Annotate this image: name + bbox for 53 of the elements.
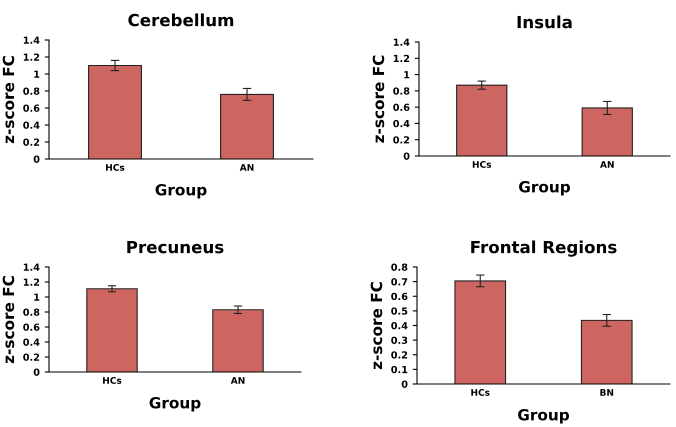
- y-tick-label: 1.2: [24, 53, 40, 61]
- x-tick-label: HCs: [103, 377, 122, 384]
- y-tick-label: 0.8: [23, 308, 40, 316]
- x-tick-label: BN: [600, 389, 614, 396]
- x-tick-label: AN: [240, 164, 254, 171]
- y-tick-label: 0.8: [391, 263, 408, 271]
- y-tick-label: 1.4: [394, 38, 410, 46]
- y-tick-label: 0.6: [393, 104, 410, 111]
- y-axis-title: z-score FC: [2, 56, 14, 144]
- x-tick-label: AN: [600, 161, 614, 168]
- y-tick-label: 0.2: [23, 138, 40, 146]
- y-tick-label: 0.2: [23, 353, 40, 361]
- y-tick-label: 0: [34, 155, 40, 163]
- x-axis-title: Group: [519, 180, 570, 196]
- y-tick-label: 0.2: [391, 351, 408, 359]
- y-tick-label: 0.7: [391, 278, 408, 286]
- chart-title: Cerebellum: [128, 13, 234, 26]
- y-tick-label: 1.4: [24, 264, 40, 271]
- y-axis-title: z-score FC: [372, 56, 384, 143]
- y-tick-label: 0.2: [393, 136, 410, 144]
- y-tick-label: 0: [404, 152, 410, 160]
- y-tick-label: 0.5: [391, 307, 408, 315]
- y-tick-label: 0.4: [391, 322, 408, 330]
- x-tick-label: AN: [230, 377, 244, 384]
- x-axis-title: Group: [156, 184, 207, 198]
- y-tick-label: 1.4: [24, 36, 40, 44]
- y-tick-label: 0.6: [391, 292, 408, 300]
- y-tick-label: 0.6: [23, 104, 40, 112]
- chart-title: Precuneus: [127, 240, 224, 254]
- chart-title: Insula: [518, 15, 572, 28]
- y-axis-title: z-score FC: [370, 282, 382, 370]
- y-tick-label: 0.8: [23, 87, 40, 95]
- y-tick-label: 0: [402, 380, 408, 388]
- y-tick-label: 1: [34, 294, 40, 301]
- x-tick-label: HCs: [471, 389, 490, 396]
- y-tick-label: 0: [34, 368, 40, 376]
- y-tick-label: 0.4: [23, 338, 40, 346]
- x-axis-title: Group: [518, 408, 570, 424]
- y-tick-label: 1.2: [24, 278, 40, 286]
- x-tick-label: HCs: [106, 164, 124, 171]
- y-tick-label: 0.4: [393, 120, 410, 128]
- y-axis-title: z-score FC: [2, 276, 14, 364]
- x-axis-title: Group: [150, 396, 201, 412]
- y-tick-label: 0.8: [393, 87, 410, 95]
- x-tick-label: HCs: [472, 161, 492, 168]
- y-tick-label: 0.1: [391, 366, 408, 374]
- y-tick-label: 1.2: [394, 54, 410, 62]
- y-tick-label: 0.4: [23, 121, 40, 129]
- y-tick-label: 1: [404, 71, 410, 78]
- y-tick-label: 0.3: [391, 336, 408, 344]
- y-tick-label: 0.6: [23, 323, 40, 331]
- y-tick-label: 1: [34, 70, 40, 78]
- chart-title: Frontal Regions: [471, 240, 617, 257]
